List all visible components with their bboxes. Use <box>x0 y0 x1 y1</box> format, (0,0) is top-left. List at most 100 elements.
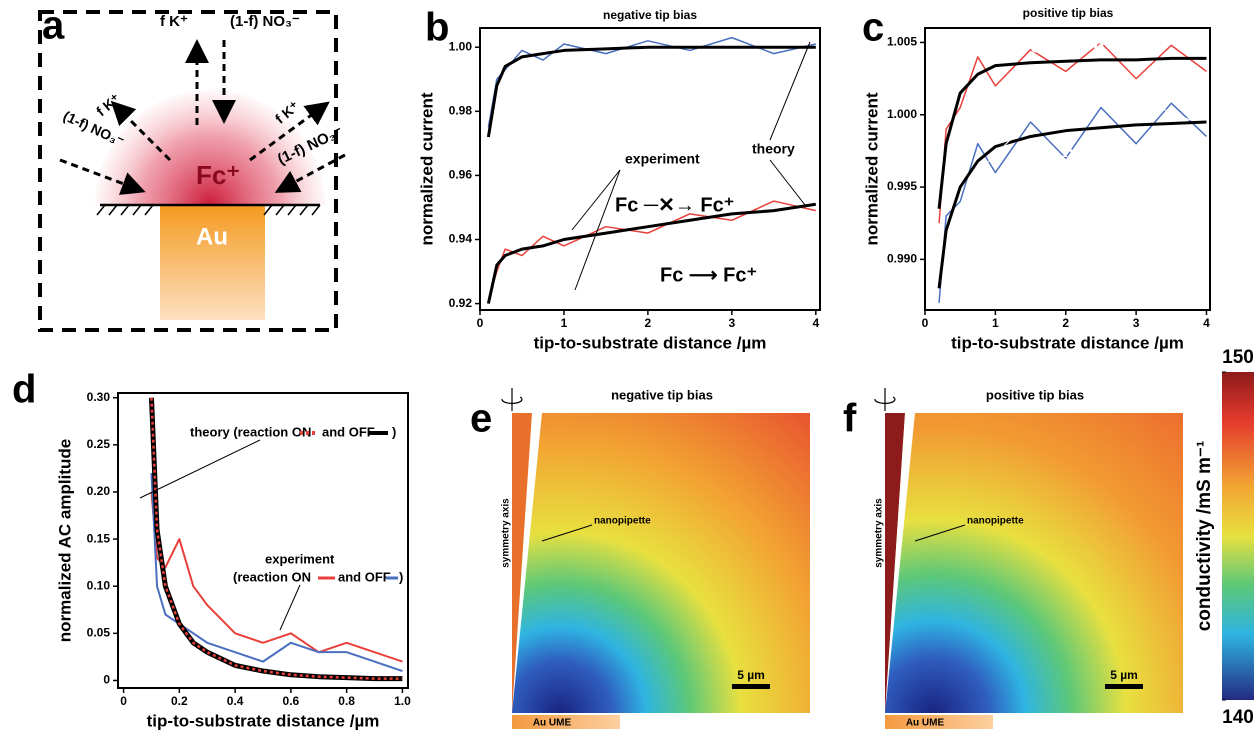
annotation: and OFF <box>338 569 391 584</box>
scale-label: 5 µm <box>1110 668 1138 682</box>
y-tick-label: 1.000 <box>887 107 917 121</box>
x-tick-label: 2 <box>645 316 652 330</box>
y-tick-label: 0.96 <box>449 168 473 182</box>
scale-label: 5 µm <box>737 668 765 682</box>
electrode <box>885 715 993 729</box>
series-line <box>937 56 1207 209</box>
electrode-label: Au UME <box>906 718 945 729</box>
y-tick-label: 0.10 <box>87 578 111 592</box>
y-tick-label: 0.25 <box>87 437 111 451</box>
pointer <box>571 169 621 231</box>
annotation: and OFF <box>322 424 375 439</box>
series-line <box>487 36 816 128</box>
x-tick-label: 0.8 <box>338 694 355 708</box>
pointer <box>139 439 261 499</box>
y-tick-label: 0.92 <box>449 296 473 310</box>
flux-label: (1-f) NO₃⁻ <box>61 107 127 149</box>
y-axis-label: normalized current <box>862 92 881 245</box>
annotation: Fc ─✕→ Fc⁺ <box>1024 145 1143 167</box>
x-tick-label: 4 <box>812 316 819 330</box>
series-line <box>148 397 403 682</box>
flux-arrows <box>59 39 346 195</box>
series-line <box>150 397 403 680</box>
y-tick-label: 0.20 <box>87 484 111 498</box>
rotation-icon <box>501 388 523 411</box>
hatch <box>96 204 321 216</box>
annotation: ) <box>399 569 403 584</box>
plot-frame <box>924 27 1211 311</box>
annotation: Fc ─✕→ Fc⁺ <box>615 194 734 216</box>
annotation: experiment <box>265 551 335 566</box>
pointer <box>574 169 621 291</box>
colorbar-label: conductivity /mS m⁻¹ <box>1194 441 1215 632</box>
y-tick-label: 0.995 <box>887 179 917 193</box>
x-tick-label: 0 <box>120 694 127 708</box>
annotation: ) <box>392 424 396 439</box>
y-tick-label: 1.005 <box>887 35 917 49</box>
y-tick-label: 0.30 <box>87 390 111 404</box>
y-tick-label: 0.990 <box>887 252 917 266</box>
x-tick-label: 0 <box>922 316 929 330</box>
pipette-label: nanopipette <box>594 516 651 527</box>
panel-label: e <box>470 397 492 441</box>
y-tick-label: 0.94 <box>449 232 473 246</box>
x-tick-label: 0.6 <box>283 694 300 708</box>
panel-label: a <box>42 4 65 48</box>
x-tick-label: 1 <box>992 316 999 330</box>
y-tick-label: 0.98 <box>449 103 473 117</box>
x-tick-label: 2 <box>1062 316 1069 330</box>
x-axis-label: tip-to-substrate distance /µm <box>951 333 1184 352</box>
plot-frame <box>479 27 821 311</box>
electrode <box>512 715 620 729</box>
colorbar <box>1222 372 1254 700</box>
electrode <box>160 205 265 320</box>
panel-label: d <box>12 368 36 412</box>
flux-label: (1-f) NO₃⁻ <box>230 13 300 30</box>
field-map <box>885 413 1183 713</box>
pointer <box>769 41 811 141</box>
pointer <box>974 109 1041 176</box>
y-axis-label: normalized current <box>417 92 436 245</box>
panel-a: a f K⁺ (1-f) NO₃⁻ f K⁺ (1-f) NO₃⁻ f K⁺ (… <box>38 4 346 332</box>
plot-frame <box>117 392 409 689</box>
pointer <box>769 159 806 206</box>
annotation: Fc ⟶ Fc⁺ <box>660 264 757 286</box>
y-axis-label: normalized AC amplitude <box>55 439 74 642</box>
annotation: experiment <box>1012 91 1082 106</box>
y-tick-label: 0.05 <box>87 626 111 640</box>
x-tick-label: 1.0 <box>394 694 411 708</box>
panel-label: c <box>862 6 884 50</box>
annotation: theory (reaction ON <box>190 424 311 439</box>
x-tick-label: 0 <box>477 316 484 330</box>
x-tick-label: 0.2 <box>171 694 188 708</box>
pipette-wall <box>885 413 915 713</box>
annotation: theory <box>1118 79 1161 95</box>
series-line <box>150 491 403 663</box>
panel-label: f <box>843 397 857 441</box>
series-line <box>938 41 1207 224</box>
y-tick-label: 0 <box>103 673 110 687</box>
rotation-icon <box>874 388 896 411</box>
electrode-label: Au <box>196 223 228 250</box>
x-tick-label: 1 <box>561 316 568 330</box>
electrode-label: Au UME <box>533 718 572 729</box>
chart-title: negative tip bias <box>603 8 697 22</box>
field-map <box>512 413 810 713</box>
series-line <box>938 102 1207 303</box>
ion-label: Fc⁺ <box>196 160 240 190</box>
series-line <box>486 45 816 138</box>
halo <box>95 90 325 205</box>
series-line <box>486 202 817 304</box>
colorbar-tick-label: 150 <box>1222 347 1254 368</box>
frame <box>38 10 338 332</box>
x-tick-label: 3 <box>729 316 736 330</box>
panel-label: b <box>425 6 449 50</box>
axis-label: symmetry axis <box>874 498 885 568</box>
series-line <box>937 120 1207 289</box>
x-axis-label: tip-to-substrate distance /µm <box>534 333 767 352</box>
scale-bar <box>732 684 770 689</box>
x-axis-label: tip-to-substrate distance /µm <box>147 711 380 730</box>
x-tick-label: 4 <box>1203 316 1210 330</box>
pipette-label: nanopipette <box>967 516 1024 527</box>
